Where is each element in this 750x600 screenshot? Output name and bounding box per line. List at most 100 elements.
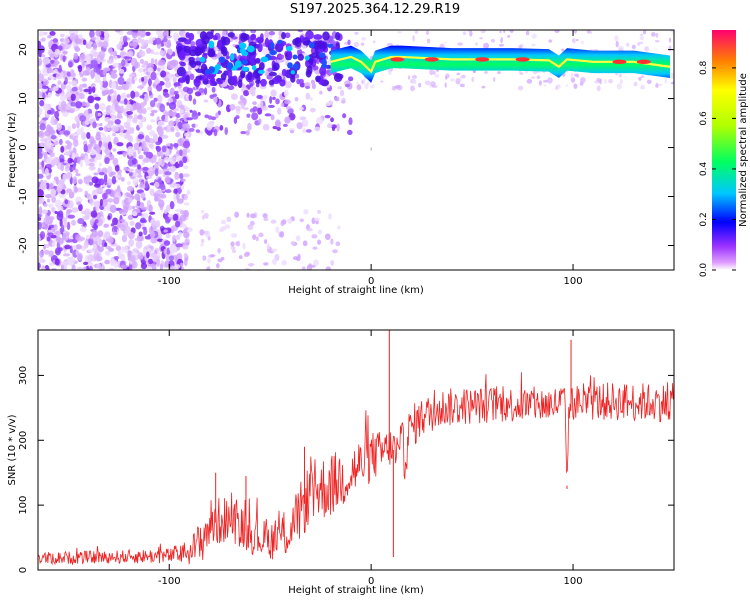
spectral-blob (299, 78, 304, 85)
spectral-blob (316, 117, 324, 125)
spectral-blob (281, 260, 287, 266)
spectral-blob (640, 75, 645, 78)
spectral-blob (148, 204, 153, 213)
spectral-blob (215, 112, 219, 119)
spectral-blob (444, 82, 447, 88)
spectral-blob (372, 40, 376, 44)
spectral-blob (599, 78, 602, 85)
strong-blob (212, 35, 218, 41)
spectral-blob (140, 262, 148, 270)
spectral-blob (70, 101, 76, 107)
spectral-blob (64, 103, 72, 111)
spectral-blob (68, 191, 75, 199)
spectral-blob (60, 146, 65, 153)
spectral-blob (283, 90, 289, 97)
spectral-blob (38, 90, 41, 98)
spectral-blob (107, 109, 112, 114)
spectral-blob (97, 188, 104, 193)
spectral-blob (48, 203, 54, 208)
spectral-blob (162, 88, 169, 93)
spectral-blob (131, 260, 138, 269)
spectral-blob (596, 85, 601, 92)
spectral-blob (580, 76, 586, 84)
spectral-blob (159, 49, 165, 56)
spectral-blob (503, 30, 506, 34)
snr-ylabel: SNR (10 * v/v) (7, 414, 18, 485)
spectral-blob (130, 57, 138, 67)
spectral-blob (213, 128, 218, 137)
strong-blob (281, 32, 286, 40)
y-tick-label: 300 (18, 366, 29, 385)
spectral-blob (222, 30, 227, 35)
strong-blob (220, 44, 226, 53)
spectral-blob (231, 249, 236, 254)
spectral-blob (102, 199, 107, 208)
colorbar: 0.0 0.2 0.4 0.6 0.8 Normalized spectral ampl… (699, 30, 749, 277)
spectral-blob (229, 103, 236, 111)
spectral-blob (224, 224, 231, 229)
spectral-blob (643, 30, 647, 35)
spectral-blob (97, 230, 104, 237)
spectral-blob (48, 250, 54, 257)
spectral-blob (356, 84, 362, 91)
spectral-blob (128, 197, 133, 203)
spectral-blob (517, 85, 524, 91)
strong-blob (279, 79, 286, 87)
spectral-blob (170, 265, 176, 270)
spectral-blob (272, 96, 276, 100)
spectral-blob (184, 193, 188, 201)
spectral-blob (174, 264, 181, 269)
spectral-blob (60, 163, 65, 172)
spectral-blob (71, 264, 76, 270)
spectral-blob (173, 82, 180, 87)
spectral-blob (109, 171, 116, 176)
spectral-blob (98, 162, 102, 167)
spectral-blob (186, 148, 191, 154)
spectral-blob (88, 181, 94, 186)
spectral-blob (98, 246, 104, 252)
spectral-blob (137, 164, 141, 170)
strong-blob (281, 68, 287, 77)
spectral-blob (132, 177, 139, 187)
spectral-blob (575, 38, 579, 42)
spectral-blob (431, 85, 438, 88)
spectral-blob (317, 209, 322, 214)
strong-blob (268, 79, 275, 86)
spectral-blob (264, 30, 269, 39)
spectral-blob (280, 231, 285, 238)
spectral-blob (87, 42, 92, 49)
spectral-blob (247, 224, 252, 228)
strong-blob (319, 52, 326, 59)
spectral-blob (83, 261, 89, 266)
spectral-blob (78, 203, 83, 212)
spectral-blob (155, 141, 161, 146)
spectral-blob (500, 37, 503, 44)
spectral-blob (272, 125, 278, 130)
spectral-blob (538, 80, 542, 86)
spectral-blob (109, 204, 117, 213)
x-tick-label: 100 (564, 276, 583, 287)
spectral-blob (79, 226, 87, 233)
spectral-blob (325, 266, 331, 270)
spectral-blob (136, 212, 143, 216)
spectral-blob (128, 148, 133, 157)
spectral-blob (145, 175, 153, 180)
spectral-blob (117, 250, 122, 258)
strong-blob (218, 56, 226, 63)
spectral-blob (73, 139, 79, 147)
spectral-blob (65, 172, 72, 180)
spectral-blob (38, 173, 44, 179)
spectral-blob (44, 193, 53, 199)
spectral-blob (91, 176, 99, 184)
strong-blob (202, 73, 209, 82)
spectral-blob (631, 44, 636, 50)
spectral-blob (43, 243, 47, 250)
spectral-blob (170, 59, 179, 66)
spectral-blob (57, 71, 64, 76)
spectral-blob (410, 85, 415, 92)
spectral-blob (93, 96, 101, 101)
spectral-blob (98, 126, 104, 131)
spectral-blob (127, 181, 131, 186)
spectral-blob (433, 70, 436, 75)
spectral-blob (99, 123, 103, 127)
